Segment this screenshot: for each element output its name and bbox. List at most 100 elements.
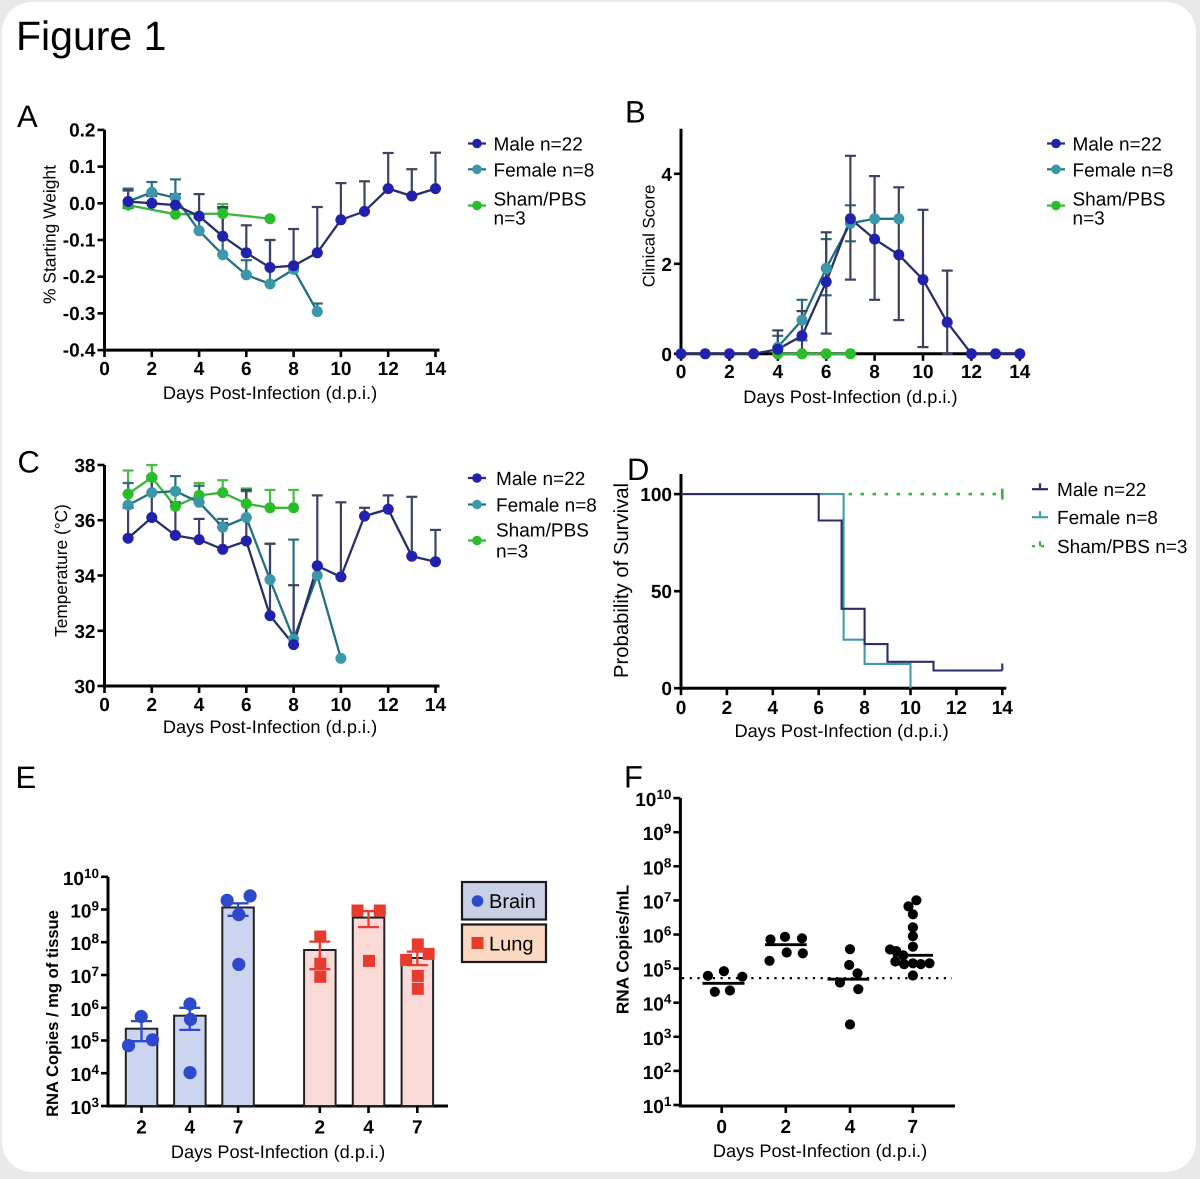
- svg-text:Male n=22: Male n=22: [494, 135, 583, 156]
- svg-text:12: 12: [946, 698, 967, 719]
- svg-text:F: F: [624, 760, 643, 795]
- svg-text:Days Post-Infection (d.p.i.): Days Post-Infection (d.p.i.): [163, 717, 377, 737]
- svg-text:104: 104: [643, 992, 672, 1016]
- svg-text:100: 100: [640, 485, 672, 506]
- svg-text:Days Post-Infection (d.p.i.): Days Post-Infection (d.p.i.): [713, 1141, 927, 1161]
- svg-text:B: B: [625, 95, 646, 130]
- svg-text:Sham/PBS: Sham/PBS: [1073, 190, 1166, 211]
- svg-text:12: 12: [378, 359, 399, 380]
- svg-text:50: 50: [651, 582, 672, 603]
- svg-text:105: 105: [70, 1030, 99, 1054]
- svg-text:2: 2: [136, 1118, 147, 1139]
- svg-text:Sham/PBS: Sham/PBS: [496, 521, 589, 542]
- svg-text:7: 7: [233, 1118, 244, 1139]
- svg-text:Sham/PBS: Sham/PBS: [494, 190, 587, 211]
- svg-text:6: 6: [813, 698, 824, 719]
- svg-text:0.0: 0.0: [69, 194, 95, 215]
- svg-text:Male n=22: Male n=22: [1057, 480, 1146, 501]
- svg-text:-0.4: -0.4: [63, 341, 96, 362]
- svg-text:1010: 1010: [63, 866, 99, 890]
- svg-text:RNA Copies/mL: RNA Copies/mL: [613, 885, 633, 1014]
- svg-text:-0.1: -0.1: [63, 231, 96, 252]
- svg-text:34: 34: [74, 567, 96, 588]
- svg-text:Temperature (°C): Temperature (°C): [51, 504, 71, 637]
- svg-text:8: 8: [288, 695, 299, 716]
- svg-text:105: 105: [643, 958, 672, 982]
- svg-text:109: 109: [643, 821, 672, 845]
- svg-text:Lung: Lung: [489, 934, 534, 956]
- svg-text:4: 4: [194, 695, 205, 716]
- svg-text:0: 0: [99, 695, 110, 716]
- svg-text:2: 2: [722, 698, 733, 719]
- svg-text:RNA Copies / mg of tissue: RNA Copies / mg of tissue: [43, 910, 62, 1117]
- svg-text:0.2: 0.2: [69, 120, 95, 141]
- svg-text:Female n=8: Female n=8: [494, 160, 595, 181]
- svg-text:Brain: Brain: [489, 891, 536, 913]
- svg-text:4: 4: [661, 165, 672, 186]
- svg-text:36: 36: [74, 511, 95, 532]
- svg-text:14: 14: [425, 695, 447, 716]
- svg-text:0: 0: [99, 359, 110, 380]
- svg-text:4: 4: [845, 1117, 856, 1138]
- svg-text:4: 4: [194, 359, 205, 380]
- svg-text:7: 7: [908, 1117, 919, 1138]
- svg-text:Female n=8: Female n=8: [1057, 508, 1158, 529]
- svg-text:38: 38: [74, 456, 95, 477]
- svg-text:30: 30: [74, 677, 95, 698]
- svg-text:2: 2: [315, 1118, 326, 1139]
- svg-text:14: 14: [1009, 362, 1031, 383]
- svg-text:32: 32: [74, 622, 95, 643]
- svg-text:104: 104: [70, 1062, 99, 1086]
- svg-text:n=3: n=3: [494, 209, 526, 230]
- svg-text:Days Post-Infection (d.p.i.): Days Post-Infection (d.p.i.): [734, 721, 948, 741]
- svg-text:10: 10: [900, 698, 921, 719]
- svg-text:n=3: n=3: [496, 542, 528, 563]
- svg-text:Female n=8: Female n=8: [1073, 160, 1174, 181]
- svg-text:E: E: [16, 760, 37, 795]
- svg-text:0: 0: [676, 362, 687, 383]
- svg-text:4: 4: [768, 698, 779, 719]
- svg-text:10: 10: [330, 359, 351, 380]
- svg-text:14: 14: [992, 698, 1014, 719]
- svg-text:Days Post-Infection (d.p.i.): Days Post-Infection (d.p.i.): [163, 383, 377, 403]
- svg-text:108: 108: [643, 855, 672, 879]
- svg-text:Figure 1: Figure 1: [16, 13, 166, 59]
- svg-text:0: 0: [676, 698, 687, 719]
- svg-text:4: 4: [363, 1118, 374, 1139]
- svg-text:2: 2: [724, 362, 735, 383]
- svg-text:A: A: [17, 99, 38, 134]
- svg-text:0.1: 0.1: [69, 157, 96, 178]
- svg-text:109: 109: [70, 899, 99, 923]
- svg-text:Days Post-Infection (d.p.i.): Days Post-Infection (d.p.i.): [743, 387, 957, 407]
- svg-text:2: 2: [661, 255, 672, 276]
- svg-text:-0.3: -0.3: [63, 304, 96, 325]
- svg-text:6: 6: [241, 695, 252, 716]
- svg-text:Male n=22: Male n=22: [1073, 135, 1162, 156]
- svg-text:0: 0: [661, 679, 672, 700]
- svg-text:107: 107: [643, 889, 672, 913]
- svg-text:8: 8: [869, 362, 880, 383]
- svg-text:14: 14: [425, 359, 447, 380]
- svg-text:Probability of Survival: Probability of Survival: [611, 483, 633, 678]
- svg-text:12: 12: [378, 695, 399, 716]
- svg-text:103: 103: [643, 1026, 672, 1050]
- svg-text:0: 0: [661, 345, 672, 366]
- svg-text:4: 4: [185, 1118, 196, 1139]
- svg-text:12: 12: [961, 362, 982, 383]
- svg-text:C: C: [18, 445, 40, 480]
- svg-text:108: 108: [70, 931, 99, 955]
- svg-text:101: 101: [643, 1094, 672, 1118]
- svg-text:Clinical Score: Clinical Score: [640, 185, 659, 288]
- svg-text:8: 8: [859, 698, 870, 719]
- svg-text:106: 106: [643, 924, 672, 948]
- svg-text:107: 107: [70, 964, 99, 988]
- svg-text:106: 106: [70, 997, 99, 1021]
- svg-text:103: 103: [70, 1095, 99, 1119]
- svg-text:% Starting Weight: % Starting Weight: [40, 165, 60, 304]
- svg-text:2: 2: [147, 359, 158, 380]
- svg-text:-0.2: -0.2: [63, 267, 96, 288]
- svg-text:Female n=8: Female n=8: [496, 496, 597, 517]
- svg-text:102: 102: [643, 1060, 672, 1084]
- svg-text:10: 10: [912, 362, 933, 383]
- svg-text:Sham/PBS n=3: Sham/PBS n=3: [1057, 537, 1187, 558]
